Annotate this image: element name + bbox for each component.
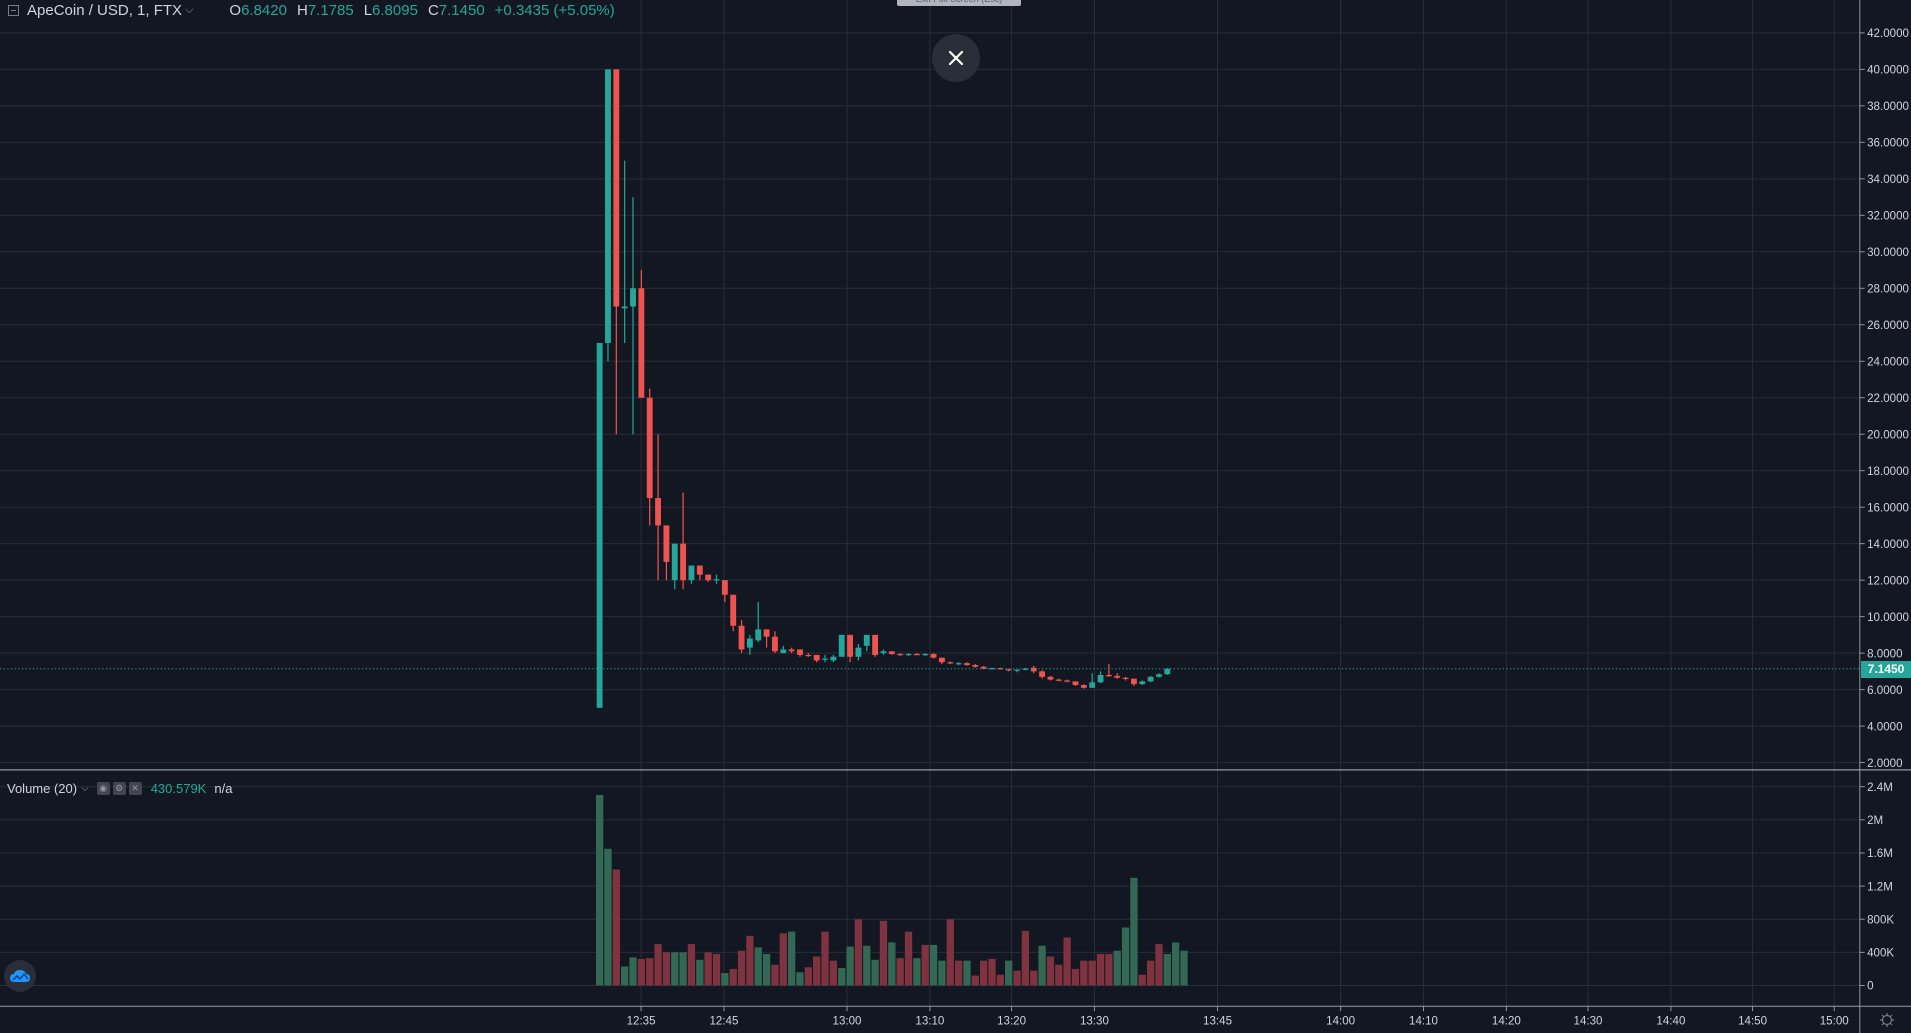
svg-text:42.0000: 42.0000 bbox=[1867, 28, 1909, 40]
svg-text:6.0000: 6.0000 bbox=[1867, 685, 1902, 697]
svg-text:34.0000: 34.0000 bbox=[1867, 174, 1909, 186]
high-value: 7.1785 bbox=[307, 1, 354, 19]
svg-text:1.2M: 1.2M bbox=[1867, 881, 1893, 893]
svg-text:12:45: 12:45 bbox=[709, 1015, 738, 1027]
low-value: 6.8095 bbox=[372, 1, 418, 19]
svg-text:16.0000: 16.0000 bbox=[1867, 502, 1909, 514]
svg-text:13:10: 13:10 bbox=[915, 1015, 944, 1027]
svg-text:13:45: 13:45 bbox=[1203, 1015, 1232, 1027]
exit-fullscreen-tooltip: Exit Full Screen (Esc) bbox=[897, 0, 1021, 6]
svg-text:0: 0 bbox=[1867, 981, 1873, 993]
svg-text:30.0000: 30.0000 bbox=[1867, 247, 1909, 259]
svg-text:10.0000: 10.0000 bbox=[1867, 612, 1909, 624]
svg-text:36.0000: 36.0000 bbox=[1867, 138, 1909, 150]
collapse-legend-icon[interactable] bbox=[8, 4, 19, 16]
open-value: 6.8420 bbox=[241, 1, 287, 19]
change-value: +0.3435 (+5.05%) bbox=[494, 1, 615, 19]
gear-icon bbox=[1880, 1013, 1894, 1027]
close-label: C bbox=[427, 1, 439, 19]
svg-text:800K: 800K bbox=[1867, 914, 1894, 926]
chart-settings-button[interactable] bbox=[1877, 1010, 1897, 1030]
time-axis[interactable]: 12:35 12:45 13:00 13:10 13:20 13:30 13:45 14:00… bbox=[627, 1006, 1849, 1027]
svg-text:14:30: 14:30 bbox=[1574, 1015, 1603, 1027]
svg-text:15:00: 15:00 bbox=[1820, 1015, 1849, 1027]
last-price-tag: 7.1450 bbox=[1861, 660, 1911, 678]
chevron-down-icon[interactable]: ⌵ bbox=[81, 782, 89, 794]
cloud-logo-icon bbox=[10, 970, 30, 982]
main-series-legend: ApeCoin / USD, 1, FTX ⌵ O 6.8420 H 7.1785 … bbox=[8, 0, 615, 20]
svg-text:20.0000: 20.0000 bbox=[1867, 429, 1909, 441]
exit-fullscreen-button[interactable] bbox=[932, 34, 980, 82]
svg-text:14:50: 14:50 bbox=[1738, 1015, 1767, 1027]
symbol-title[interactable]: ApeCoin / USD, 1, FTX bbox=[27, 1, 183, 19]
high-label: H bbox=[296, 1, 308, 19]
close-icon bbox=[948, 50, 964, 66]
svg-text:38.0000: 38.0000 bbox=[1867, 101, 1909, 113]
svg-text:14:10: 14:10 bbox=[1409, 1015, 1438, 1027]
svg-text:8.0000: 8.0000 bbox=[1867, 648, 1902, 660]
chart-grid bbox=[0, 0, 1860, 1007]
svg-text:18.0000: 18.0000 bbox=[1867, 466, 1909, 478]
svg-text:1.6M: 1.6M bbox=[1867, 848, 1893, 860]
volume-ma-value: n/a bbox=[214, 780, 233, 796]
svg-text:12:35: 12:35 bbox=[627, 1015, 656, 1027]
svg-text:32.0000: 32.0000 bbox=[1867, 211, 1909, 223]
svg-text:2.0000: 2.0000 bbox=[1867, 758, 1902, 770]
close-value: 7.1450 bbox=[438, 1, 485, 19]
svg-text:400K: 400K bbox=[1867, 948, 1894, 960]
tradingview-logo-button[interactable] bbox=[4, 960, 36, 992]
svg-text:22.0000: 22.0000 bbox=[1867, 393, 1909, 405]
open-label: O bbox=[229, 1, 242, 19]
svg-text:14.0000: 14.0000 bbox=[1867, 539, 1909, 551]
svg-text:14:00: 14:00 bbox=[1326, 1015, 1355, 1027]
svg-text:24.0000: 24.0000 bbox=[1867, 357, 1909, 369]
svg-text:40.0000: 40.0000 bbox=[1867, 65, 1909, 77]
price-candles bbox=[596, 69, 1171, 708]
svg-text:13:00: 13:00 bbox=[833, 1015, 862, 1027]
chevron-down-icon[interactable]: ⌵ bbox=[185, 3, 194, 16]
visibility-eye-icon[interactable]: ◉ bbox=[96, 781, 110, 795]
svg-text:2.4M: 2.4M bbox=[1867, 782, 1893, 794]
settings-gear-icon[interactable]: ⚙ bbox=[112, 781, 126, 795]
low-label: L bbox=[363, 1, 373, 19]
svg-text:28.0000: 28.0000 bbox=[1867, 284, 1909, 296]
svg-text:12.0000: 12.0000 bbox=[1867, 575, 1909, 587]
svg-text:13:20: 13:20 bbox=[997, 1015, 1026, 1027]
svg-text:14:40: 14:40 bbox=[1656, 1015, 1685, 1027]
svg-text:26.0000: 26.0000 bbox=[1867, 320, 1909, 332]
svg-text:13:30: 13:30 bbox=[1080, 1015, 1109, 1027]
price-axis[interactable]: 42.0000 40.0000 38.0000 36.0000 34.0000 32.00… bbox=[1859, 28, 1909, 770]
remove-close-icon[interactable]: ✕ bbox=[128, 781, 142, 795]
svg-text:2M: 2M bbox=[1867, 815, 1883, 827]
svg-text:4.0000: 4.0000 bbox=[1867, 721, 1902, 733]
volume-study-title[interactable]: Volume (20) bbox=[7, 780, 78, 796]
volume-axis[interactable]: 2.4M 2M 1.6M 1.2M 800K 400K 0 bbox=[1859, 782, 1895, 993]
volume-bars bbox=[595, 794, 1188, 986]
svg-text:14:20: 14:20 bbox=[1492, 1015, 1521, 1027]
volume-legend: Volume (20) ⌵ ◉ ⚙ ✕ 430.579K n/a bbox=[7, 780, 232, 796]
volume-value: 430.579K bbox=[150, 780, 207, 796]
